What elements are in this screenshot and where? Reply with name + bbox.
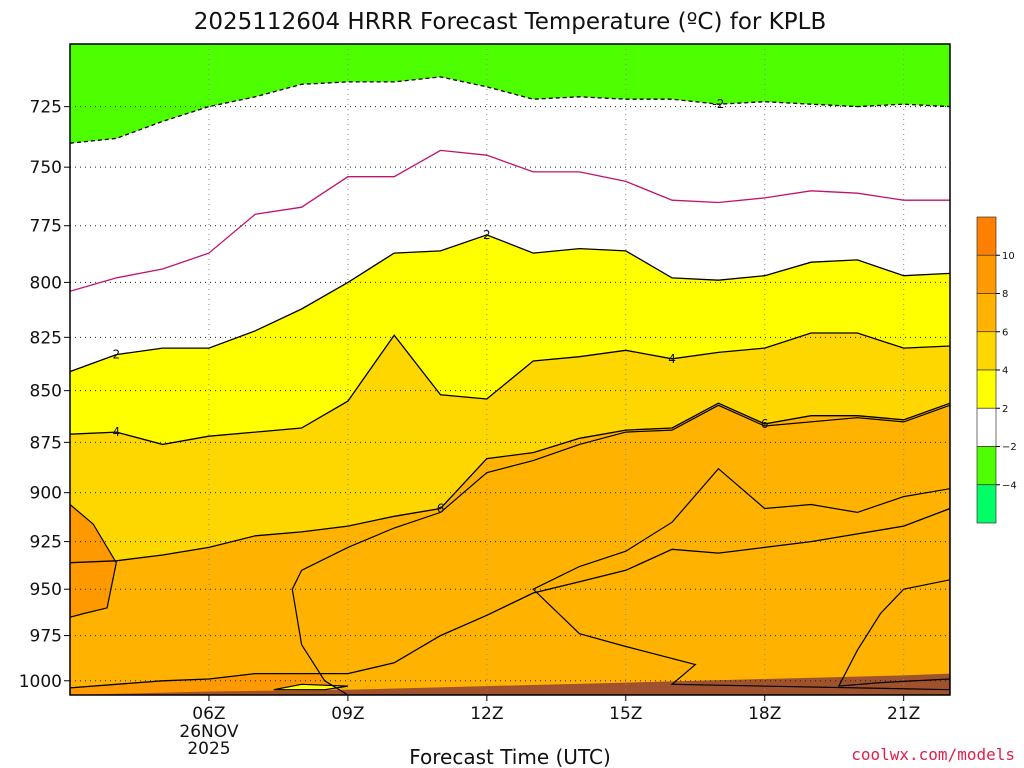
region-6-3 xyxy=(292,405,950,695)
contour-line-0 xyxy=(70,149,950,292)
terrain xyxy=(70,673,950,695)
contour-label: -2 xyxy=(712,97,724,111)
contour-closed-8 xyxy=(532,467,950,691)
y-tick-label: 875 xyxy=(30,433,62,453)
contour-line-8 xyxy=(70,507,950,695)
x-tick-label: 21Z xyxy=(887,704,920,724)
x-tick-sublabel: 26NOV xyxy=(179,722,238,742)
x-tick-label: 15Z xyxy=(609,704,642,724)
contour-label: 2 xyxy=(483,228,491,242)
y-tick-label: 775 xyxy=(30,217,62,237)
contour-label: 6 xyxy=(437,501,445,515)
colorbar-tick-label: −4 xyxy=(1002,480,1017,491)
y-tick-label: 825 xyxy=(30,328,62,348)
contour-label: 4 xyxy=(668,352,676,366)
contour-line--2 xyxy=(70,76,950,144)
contour-labels: -2 2 2 4 4 6 6 xyxy=(112,97,768,515)
colorbar-bin xyxy=(976,407,997,447)
x-tick-label: 12Z xyxy=(470,704,503,724)
contour-closed-10 xyxy=(837,579,950,687)
colorbar-tick-label: 6 xyxy=(1002,327,1008,338)
y-tick-label: 800 xyxy=(30,273,62,293)
contour-closed-8 xyxy=(70,503,117,618)
x-tick-label: 06Z xyxy=(192,704,225,724)
x-tick-label: 18Z xyxy=(748,704,781,724)
x-tick-sublabel: 2025 xyxy=(187,739,230,759)
contour-line-6 xyxy=(70,402,950,564)
region-8-0 xyxy=(70,504,117,618)
y-tick-label: 850 xyxy=(30,382,62,402)
y-tick-label: 975 xyxy=(30,627,62,647)
colorbar-bin xyxy=(976,369,997,409)
contour-line-4 xyxy=(70,332,950,446)
contour-label: 2 xyxy=(112,348,120,362)
y-tick-label: 950 xyxy=(30,580,62,600)
contour-closed-6 xyxy=(291,404,950,695)
colorbar-bin xyxy=(976,331,997,371)
x-tick-label: 09Z xyxy=(331,704,364,724)
y-tick-label: 1000 xyxy=(19,672,62,692)
colorbar-tick-label: 8 xyxy=(1002,289,1008,300)
colorbar-tick-label: 4 xyxy=(1002,366,1008,377)
y-tick-label: 900 xyxy=(30,484,62,504)
colorbar-tick-label: −2 xyxy=(1002,442,1017,453)
colorbar-bin xyxy=(976,254,997,294)
contour-label: 4 xyxy=(112,425,120,439)
plot-frame xyxy=(69,43,951,696)
contour-label: 6 xyxy=(761,417,769,431)
colorbar-bin xyxy=(976,293,997,333)
plot-area xyxy=(70,44,950,695)
colorbar-bin xyxy=(976,484,997,524)
contour-line-2 xyxy=(70,234,950,373)
colorbar-tick-label: 10 xyxy=(1002,251,1015,262)
colorbar-bin xyxy=(976,216,997,256)
y-tick-label: 925 xyxy=(30,533,62,553)
credit-link[interactable]: coolwx.com/models xyxy=(851,745,1015,764)
grid xyxy=(70,44,950,695)
chart-title: 2025112604 HRRR Forecast Temperature (ºC… xyxy=(194,9,826,35)
colorbar-tick-label: 2 xyxy=(1002,404,1008,415)
x-axis-label: Forecast Time (UTC) xyxy=(409,745,611,768)
y-tick-label: 750 xyxy=(30,158,62,178)
y-axis: 725 750 775 800 825 850 875 900 925 950 975 1000 xyxy=(19,98,70,692)
y-tick-label: 725 xyxy=(30,98,62,118)
contour-lines xyxy=(70,76,950,695)
colorbar: 10 8 6 4 2 −2 −4 xyxy=(976,216,1017,524)
contour-closed-2 xyxy=(273,683,348,691)
colorbar-bin xyxy=(976,446,997,486)
